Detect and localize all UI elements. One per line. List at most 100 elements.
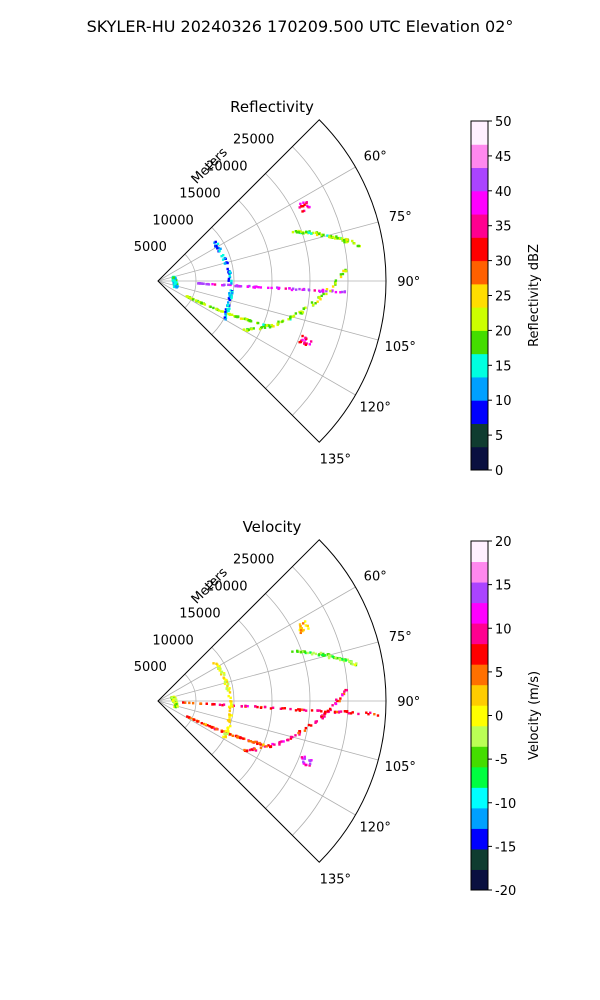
echo-gate: [271, 706, 275, 709]
echo-gate: [336, 699, 339, 703]
echo-gate: [314, 652, 318, 656]
colorbar-label: Velocity (m/s): [527, 671, 542, 760]
echo-gate: [227, 694, 230, 698]
echo-gate: [298, 206, 301, 209]
echo-gate: [254, 749, 258, 752]
colorbar-tick-label: 50: [495, 115, 512, 130]
echo-gate: [227, 271, 230, 274]
echo-gate: [229, 293, 233, 296]
echo-gate: [319, 298, 322, 301]
echo-gate: [314, 302, 317, 305]
echo-gate: [302, 204, 305, 208]
echo-gate: [227, 705, 231, 709]
echo-gate: [296, 649, 299, 653]
colorbar-segment: [471, 400, 488, 424]
colorbar-tick-label: 5: [495, 429, 503, 444]
azimuth-tick-label: 90°: [397, 275, 420, 290]
echo-gate: [325, 292, 328, 296]
echo-gate: [225, 261, 228, 264]
echo-gate: [219, 667, 222, 671]
echo-gate: [217, 246, 220, 250]
echo-gate: [357, 712, 360, 716]
reflectivity-title: Reflectivity: [230, 98, 314, 116]
echo-gate: [213, 283, 217, 286]
echo-gate: [282, 740, 285, 743]
echo-gate: [318, 295, 321, 299]
echo-gate: [187, 295, 190, 299]
echo-gate: [301, 334, 304, 338]
echo-gate: [331, 285, 335, 288]
echo-gate: [226, 307, 229, 311]
colorbar-tick-label: 15: [495, 579, 512, 594]
echo-gate: [365, 711, 368, 714]
echo-gate: [255, 285, 258, 288]
colorbar-tick-label: 25: [495, 290, 512, 305]
echo-gate: [259, 746, 263, 749]
echo-gate: [201, 282, 204, 285]
colorbar-segment: [471, 746, 488, 768]
echo-gate: [299, 202, 302, 206]
echo-gate: [222, 735, 225, 739]
range-tick-label: 15000: [179, 606, 220, 621]
echo-gate: [218, 669, 221, 672]
echo-gate: [276, 286, 279, 289]
echo-gate: [299, 311, 302, 315]
colorbar-segment: [471, 705, 488, 727]
colorbar-tick-label: 15: [495, 359, 512, 374]
colorbar-tick-label: 0: [495, 710, 503, 725]
echo-gate: [373, 713, 376, 716]
echo-gate: [183, 701, 187, 704]
echo-gate: [245, 318, 248, 321]
echo-gate: [303, 729, 307, 732]
echo-gate: [205, 702, 208, 705]
echo-gate: [268, 324, 271, 327]
echo-gate: [229, 283, 232, 287]
range-tick-label: 5000: [134, 240, 167, 255]
echo-gate: [308, 764, 311, 767]
velocity-frame: [157, 539, 387, 863]
echo-gate: [289, 737, 293, 740]
radar-echo-7: [298, 620, 310, 635]
echo-gate: [218, 703, 222, 706]
echo-gate: [339, 697, 342, 700]
echo-gate: [298, 340, 301, 344]
echo-gate: [300, 756, 304, 759]
echo-gate: [231, 291, 234, 295]
echo-gate: [209, 305, 212, 309]
echo-gate: [320, 294, 323, 298]
echo-gate: [246, 285, 250, 289]
echo-gate: [299, 629, 303, 632]
echo-gate: [216, 665, 220, 668]
echo-gate: [191, 298, 195, 301]
echo-gate: [224, 308, 228, 311]
colorbar-segment: [471, 446, 488, 471]
echo-gate: [222, 284, 225, 287]
echo-gate: [205, 282, 208, 286]
echo-gate: [331, 655, 334, 658]
echo-gate: [189, 296, 192, 300]
echo-gate: [300, 651, 303, 654]
echo-gate: [306, 651, 309, 655]
echo-gate: [221, 258, 225, 261]
velocity-panel: Velocity 5000 10000 15000 20000 25000 60° 75° 9…: [134, 518, 542, 899]
echo-gate: [215, 662, 218, 666]
echo-gate: [304, 709, 308, 712]
velocity-data: [170, 620, 380, 767]
echo-gate: [194, 299, 198, 302]
echo-gate: [302, 209, 306, 213]
azimuth-spoke: [157, 280, 379, 341]
echo-gate: [322, 289, 325, 292]
echo-gate: [325, 287, 329, 291]
echo-gate: [226, 682, 230, 686]
echo-gate: [301, 338, 304, 342]
echo-gate: [322, 292, 325, 296]
echo-gate: [290, 288, 294, 292]
echo-gate: [220, 730, 224, 733]
echo-gate: [307, 627, 310, 630]
echo-gate: [376, 714, 380, 717]
echo-gate: [294, 312, 298, 315]
echo-gate: [187, 716, 191, 719]
colorbar-tick-label: -15: [495, 840, 516, 855]
azimuth-tick-label: 75°: [389, 630, 412, 645]
echo-gate: [300, 205, 303, 208]
